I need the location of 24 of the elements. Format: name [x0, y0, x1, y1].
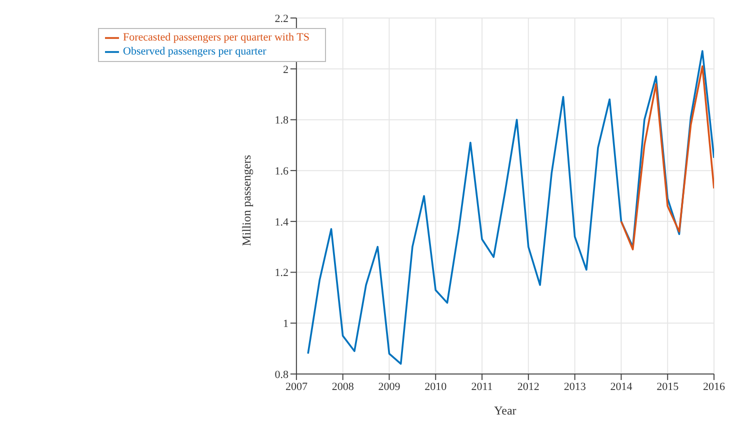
- legend-label: Forecasted passengers per quarter with TS: [123, 32, 310, 44]
- legend-label: Observed passengers per quarter: [123, 46, 266, 58]
- x-tick-label: 2009: [378, 380, 401, 393]
- x-tick-label: 2012: [517, 380, 540, 393]
- x-axis-title: Year: [494, 404, 516, 418]
- y-tick-label: 1.8: [274, 114, 289, 127]
- y-axis-title: Million passengers: [240, 154, 254, 246]
- line-series: [307, 50, 714, 365]
- x-tick-label: 2013: [564, 380, 586, 393]
- y-tick-label: 2: [282, 64, 288, 76]
- x-tick-label: 2008: [332, 380, 354, 393]
- x-tick-label: 2007: [285, 380, 308, 393]
- y-tick-label: 2.2: [274, 12, 288, 25]
- line-series: [620, 65, 714, 250]
- y-tick-label: 1: [282, 318, 288, 330]
- x-tick-label: 2016: [703, 380, 726, 393]
- x-tick-label: 2010: [424, 380, 448, 393]
- x-tick-label: 2014: [610, 380, 633, 393]
- x-tick-label: 2011: [471, 380, 493, 393]
- x-tick-label: 2015: [656, 380, 680, 393]
- y-tick-label: 1.4: [274, 216, 289, 228]
- y-tick-label: 1.6: [274, 165, 289, 178]
- y-tick-label: 0.8: [274, 368, 289, 381]
- y-tick-label: 1.2: [274, 267, 288, 280]
